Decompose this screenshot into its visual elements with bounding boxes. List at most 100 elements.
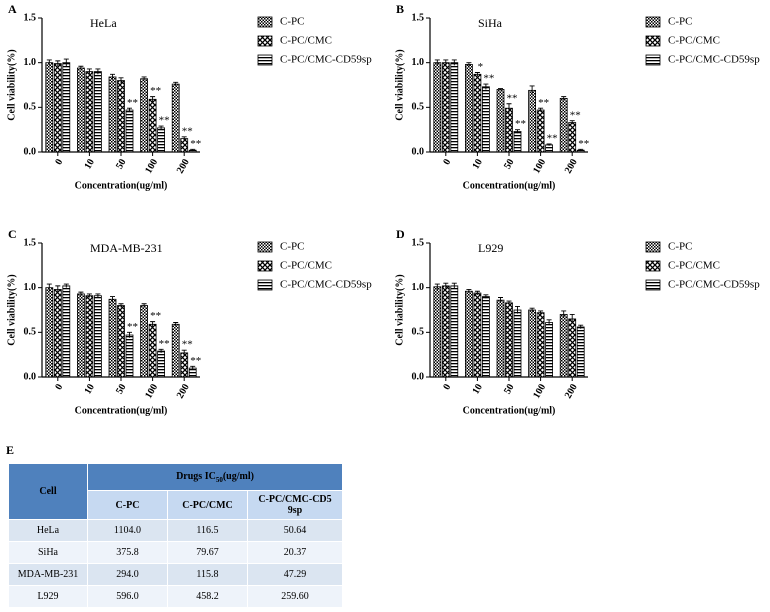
table-cell: 375.8 [87,541,168,564]
error-bar [546,319,552,326]
table-row: MDA-MB-231 294.0 115.8 47.29 [8,563,343,586]
error-bar [150,321,156,327]
error-bar [173,81,179,86]
bar [157,350,166,378]
legend-label: C-PC/CMC-CD59sp [280,279,372,291]
legend-swatch [257,16,273,28]
significance-marker: ** [182,125,193,137]
significance-marker: ** [182,339,193,351]
x-tick-label: 100 [143,157,160,175]
legend-label: C-PC/CMC [668,35,720,47]
bar [148,98,157,153]
bar [528,309,536,378]
bar [180,138,189,153]
error-bar [569,120,575,125]
error-bar [578,324,584,329]
error-bar [158,348,164,353]
error-bar [95,293,101,298]
significance-marker: ** [190,138,201,150]
legend-swatch [645,35,661,47]
bar [94,71,102,153]
legend-swatch [645,241,661,253]
table-cell: MDA-MB-231 [8,563,88,586]
chart-title: HeLa [90,16,117,30]
bar [568,318,577,378]
table-cell: 259.60 [247,585,343,608]
bar [157,127,166,153]
y-tick-label: 1.0 [412,282,425,293]
x-tick-label: 100 [531,382,548,400]
error-bar [110,296,115,302]
legend-label: C-PC/CMC [280,260,332,272]
error-bar [150,96,156,102]
ic50-table: Cell Drugs IC50(ug/ml) C-PC C-PC/CMC C-P… [8,463,343,608]
bar [433,62,442,153]
y-tick-label: 1.5 [412,12,425,23]
header-text: (ug/ml) [222,470,254,482]
error-bar [181,349,187,356]
error-bar [443,282,449,289]
error-bar [578,148,584,152]
error-bar [474,72,480,77]
legend-swatch [257,279,273,291]
table-body: HeLa 1104.0 116.5 50.64 SiHa 375.8 79.67 20.37 M… [8,519,343,608]
y-tick-label: 0.0 [412,371,425,382]
bar [117,305,125,378]
bar [481,296,490,378]
bar [473,73,482,153]
x-tick-label: 0 [441,382,453,392]
error-bar [443,59,449,66]
error-bar [498,297,503,303]
bar [125,109,134,153]
bar [148,323,157,378]
error-bar [86,68,92,75]
x-tick-label: 50 [114,382,129,396]
error-bar [483,294,489,299]
bar [536,312,545,378]
bar [496,89,505,153]
significance-marker: ** [515,118,526,130]
y-tick-label: 0.5 [24,327,37,338]
table-cell: 458.2 [167,585,248,608]
y-tick-label: 1.5 [412,237,425,248]
error-bar [118,77,124,84]
column-header: C-PC/CMC [167,490,248,520]
significance-marker: ** [507,92,518,104]
error-bar [434,59,440,66]
error-bar [173,322,179,327]
bar [85,295,94,378]
error-bar [474,290,480,295]
error-bar [141,303,147,308]
y-axis-label: Cell viability(%) [6,49,17,120]
error-bar [141,76,147,81]
error-bar [110,73,115,80]
bar [513,309,522,378]
bar [180,352,189,378]
significance-marker: ** [127,321,138,333]
bar [77,293,85,378]
error-bar [118,303,124,308]
x-tick-label: 10 [470,157,485,171]
error-bar [451,59,457,66]
legend-label: C-PC [280,16,304,28]
bar [441,285,450,378]
bar [433,286,442,378]
bar [545,322,553,378]
panel-label: E [6,443,15,457]
significance-marker: ** [190,355,201,367]
bar [140,78,149,153]
x-axis-label: Concentration(ug/ml) [463,180,556,191]
bar [441,62,450,153]
header-sub: 50 [215,475,223,484]
column-header: Cell [8,463,88,520]
y-tick-label: 0.5 [24,102,37,113]
error-bar [483,83,489,90]
bar [576,326,585,378]
bar [559,314,568,378]
error-bar [506,300,512,305]
bar [125,334,134,378]
bar [53,289,62,378]
table-cell: 50.64 [247,519,343,542]
significance-marker: * [478,61,484,73]
